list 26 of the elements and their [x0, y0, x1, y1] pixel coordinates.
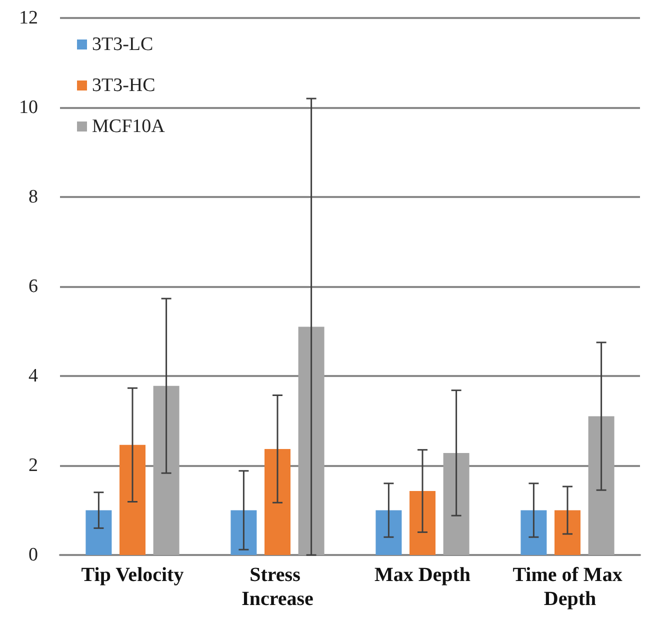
bar [264, 448, 290, 555]
legend-label: 3T3-LC [92, 34, 154, 55]
bar [86, 510, 112, 555]
y-tick-label: 10 [19, 97, 38, 118]
y-tick-label: 4 [28, 366, 38, 386]
bar [376, 510, 402, 555]
y-tick-label: 0 [28, 544, 38, 566]
bar [410, 491, 436, 555]
y-tick-label: 2 [28, 455, 38, 476]
y-tick-label: 12 [19, 8, 38, 28]
bar [153, 386, 180, 555]
y-tick-label: 6 [28, 276, 38, 297]
legend-label: MCF10A [92, 116, 166, 137]
y-tick-label: 8 [28, 186, 38, 208]
bar [554, 510, 580, 555]
x-tick-label: Tip Velocity [81, 564, 184, 586]
x-tick-label: Time of Max Depth [512, 564, 622, 610]
bar [443, 452, 470, 555]
x-tick-label: Stress Increase [242, 564, 314, 610]
legend-label: 3T3-HC [92, 75, 156, 96]
x-tick-label: Max Depth [374, 564, 471, 586]
bar [120, 444, 146, 555]
bar [520, 510, 547, 555]
bar [298, 326, 324, 555]
bar [230, 510, 257, 555]
bar [588, 416, 614, 555]
